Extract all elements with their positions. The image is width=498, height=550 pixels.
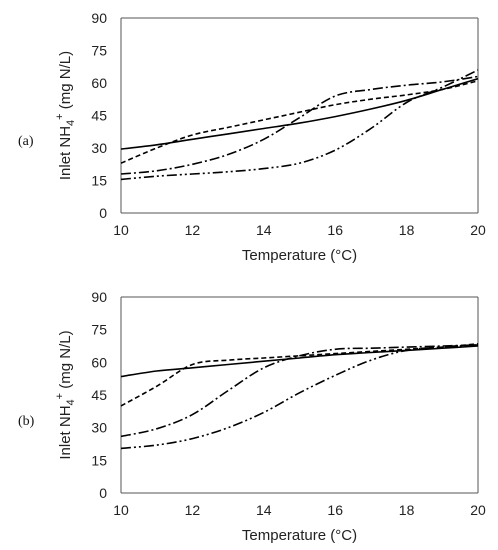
x-tick-label: 20 [470, 222, 486, 238]
y-title-superscript: + [54, 113, 66, 119]
y-tick-label: 45 [91, 387, 107, 403]
panel-0: 10 12 14 16 18 20 0 15 30 45 60 75 90 Temperature (°C… [18, 10, 486, 264]
series-line-dash-dot [120, 75, 479, 175]
panel-label: (a) [18, 134, 34, 149]
y-tick-label: 75 [91, 322, 107, 338]
y-tick-label: 0 [99, 485, 107, 501]
x-tick-label: 10 [113, 502, 129, 518]
x-tick-label: 12 [185, 222, 201, 238]
y-title-main: Inlet NH [57, 405, 74, 459]
panel-label: (b) [18, 414, 35, 429]
y-tick-label: 30 [91, 140, 107, 156]
y-tick-label: 90 [91, 10, 107, 26]
x-tick-label: 18 [399, 222, 415, 238]
x-tick-label: 16 [327, 222, 343, 238]
x-tick-label: 16 [327, 502, 343, 518]
y-title-unit: (mg N/L) [57, 330, 74, 393]
series-line-dash-dot [120, 344, 479, 438]
x-tick-label: 14 [256, 502, 272, 518]
y-axis-title: Inlet NH4+ (mg N/L) [54, 330, 77, 459]
x-tick-label: 14 [256, 222, 272, 238]
series-line-solid [120, 77, 479, 150]
y-tick-label: 75 [91, 43, 107, 59]
series-line-dash-dot-dot [120, 344, 479, 450]
y-title-subscript: 4 [65, 120, 77, 126]
y-title-subscript: 4 [65, 399, 77, 405]
x-tick-label: 18 [399, 502, 415, 518]
x-axis-title: Temperature (°C) [242, 527, 357, 544]
y-tick-label: 0 [99, 205, 107, 221]
x-tick-label: 10 [113, 222, 129, 238]
series-line-solid [120, 345, 479, 378]
x-axis-title: Temperature (°C) [242, 247, 357, 264]
y-tick-label: 15 [91, 452, 107, 468]
y-tick-label: 90 [91, 289, 107, 305]
y-tick-label: 30 [91, 420, 107, 436]
y-axis-title: Inlet NH4+ (mg N/L) [54, 51, 77, 180]
series-line-dashed [120, 343, 479, 407]
y-tick-label: 45 [91, 108, 107, 124]
y-title-superscript: + [54, 393, 66, 399]
y-tick-label: 60 [91, 75, 107, 91]
series-line-dashed [120, 80, 479, 164]
panel-1: 10 12 14 16 18 20 0 15 30 45 60 75 90 Temperature (°C… [18, 289, 486, 544]
y-tick-label: 60 [91, 354, 107, 370]
y-tick-label: 15 [91, 173, 107, 189]
series-line-dash-dot-dot [120, 69, 479, 181]
y-title-main: Inlet NH [57, 126, 74, 180]
y-title-unit: (mg N/L) [57, 51, 74, 114]
x-tick-label: 12 [185, 502, 201, 518]
x-tick-label: 20 [470, 502, 486, 518]
